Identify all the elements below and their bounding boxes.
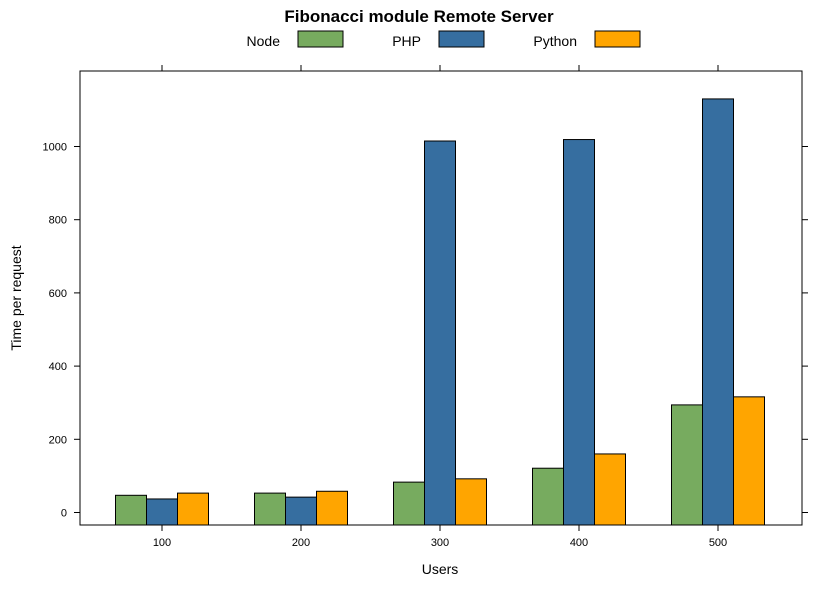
bar-node-500 [671,404,703,526]
bar-python-300 [455,478,487,526]
bar-python-200 [316,490,348,526]
x-tick-label: 500 [709,537,727,549]
bar-php-200 [285,496,317,526]
legend: Node PHP Python [247,30,641,49]
y-axis: 0 200 400 600 800 1000 [43,142,808,520]
legend-label: Python [533,33,577,49]
x-tick-label: 400 [570,537,588,549]
bar-php-100 [146,498,178,526]
legend-label: Node [247,33,281,49]
y-tick-label: 400 [49,361,67,373]
x-tick-label: 100 [153,537,171,549]
y-tick-label: 800 [49,215,67,227]
legend-label: PHP [392,33,421,49]
x-tick-label: 200 [292,537,310,549]
legend-swatch [438,30,485,48]
y-tick-label: 0 [61,508,67,520]
bar-php-500 [702,98,734,526]
x-tick-label: 300 [431,537,449,549]
bar-python-100 [177,492,209,526]
bar-python-500 [733,396,765,526]
x-axis-label: Users [422,561,459,577]
y-axis-label: Time per request [8,245,24,350]
legend-swatch [594,30,641,48]
bar-php-300 [424,140,456,526]
chart-title: Fibonacci module Remote Server [284,7,554,26]
legend-swatch [297,30,344,48]
bar-php-400 [563,139,595,526]
bar-node-300 [393,481,425,526]
x-axis: 100 200 300 400 500 [153,65,727,549]
bar-node-100 [115,494,147,526]
bar-node-400 [532,467,564,526]
bar-node-200 [254,492,286,526]
y-tick-label: 1000 [43,142,67,154]
y-tick-label: 600 [49,288,67,300]
y-tick-label: 200 [49,434,67,446]
bars [115,98,765,526]
bar-python-400 [594,453,626,526]
